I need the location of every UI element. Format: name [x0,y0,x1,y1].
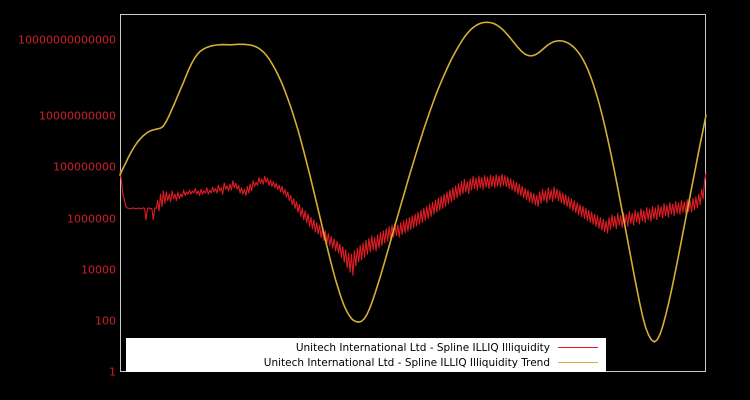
chart-legend: Unitech International Ltd - Spline ILLIQ… [126,338,606,372]
legend-entry-trend: Unitech International Ltd - Spline ILLIQ… [126,355,606,370]
y-tick-label-3: 1000000 [67,212,116,226]
legend-swatch-illiquidity [558,347,598,348]
y-tick-label-4: 10000 [81,263,116,277]
y-tick-label-5: 100 [95,314,116,328]
legend-swatch-trend [558,362,598,363]
y-tick-label-0: 10000000000000 [18,33,116,47]
plot-area [120,14,706,372]
legend-entry-illiquidity: Unitech International Ltd - Spline ILLIQ… [126,340,606,355]
y-tick-label-1: 10000000000 [39,109,116,123]
y-tick-label-6: 1 [109,365,116,379]
legend-label-trend: Unitech International Ltd - Spline ILLIQ… [263,356,550,369]
y-tick-label-2: 100000000 [53,160,116,174]
legend-label-illiquidity: Unitech International Ltd - Spline ILLIQ… [295,341,550,354]
